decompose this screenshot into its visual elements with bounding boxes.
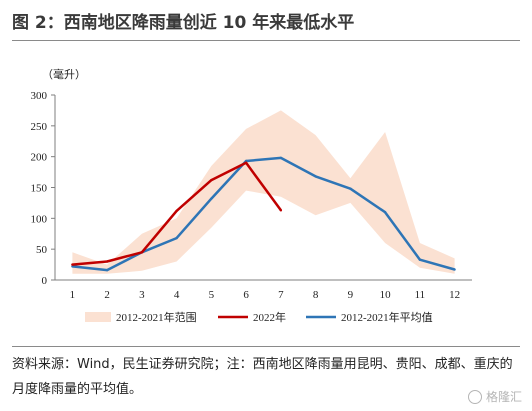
x-tick-label: 5 (209, 289, 215, 301)
point-average (71, 265, 74, 268)
x-tick-label: 11 (415, 289, 426, 301)
legend-label-range: 2012-2021年范围 (116, 310, 197, 324)
point-2022 (279, 209, 283, 212)
x-tick-label: 3 (139, 289, 145, 301)
chart-title: 图 2：西南地区降雨量创近 10 年来最低水平 (12, 13, 355, 33)
title-divider (12, 40, 520, 41)
point-average (105, 268, 109, 272)
series-line-average (72, 156, 455, 272)
point-average (418, 258, 422, 261)
x-tick-label: 6 (243, 289, 249, 301)
watermark-logo-icon (467, 389, 482, 404)
watermark-text: 格隆汇 (485, 390, 522, 404)
range-band (72, 110, 455, 274)
x-tick-label: 8 (313, 289, 319, 301)
point-2022 (210, 178, 213, 182)
point-2022 (140, 251, 144, 254)
source-note: 资料来源：Wind，民生证券研究院；注：西南地区降雨量用昆明、贵阳、成都、重庆的… (12, 357, 513, 397)
y-tick-label: 0 (42, 275, 48, 287)
y-tick-label: 150 (31, 183, 48, 195)
point-average (453, 268, 456, 271)
note-divider (12, 346, 520, 347)
legend-label-average: 2012-2021年平均值 (341, 310, 433, 324)
x-tick-label: 7 (278, 289, 284, 301)
point-average (244, 159, 248, 163)
watermark: 格隆汇 (467, 388, 522, 405)
x-tick-label: 9 (348, 289, 354, 301)
y-tick-label: 50 (36, 244, 48, 256)
x-tick-label: 4 (174, 289, 180, 301)
point-2022 (71, 263, 74, 266)
point-average (383, 210, 387, 214)
x-tick-label: 10 (380, 289, 392, 301)
point-average (175, 236, 178, 240)
y-tick-label: 250 (31, 121, 48, 133)
point-2022 (175, 209, 178, 213)
legend-swatch-range (85, 312, 111, 322)
point-average (210, 197, 213, 200)
point-average (279, 156, 283, 160)
legend-label-2022: 2022年 (253, 310, 286, 324)
point-2022 (105, 260, 109, 263)
point-2022 (244, 161, 248, 165)
point-average (314, 175, 317, 178)
x-tick-label: 12 (449, 289, 460, 301)
x-tick-label: 2 (104, 289, 110, 301)
y-tick-label: 100 (31, 213, 48, 225)
x-tick-label: 1 (70, 289, 76, 301)
point-average (349, 187, 352, 190)
y-tick-label: 200 (31, 152, 48, 164)
y-unit-label: （毫升） (42, 67, 86, 81)
y-tick-label: 300 (31, 90, 48, 102)
